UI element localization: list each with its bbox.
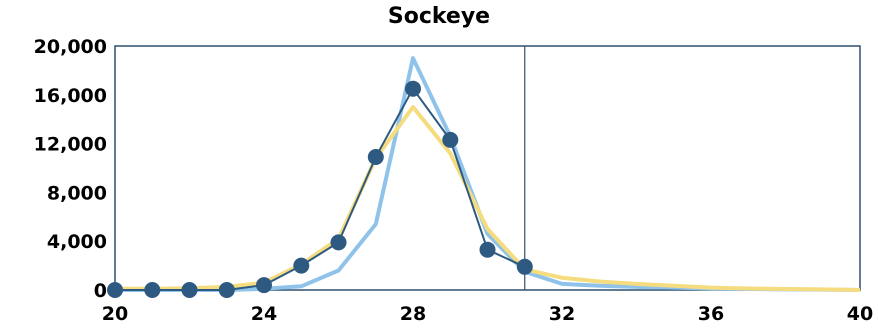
y-tick-label: 8,000 <box>47 182 107 204</box>
y-tick-label: 0 <box>94 280 107 302</box>
y-tick-label: 12,000 <box>34 134 107 156</box>
series-line-2 <box>115 105 861 292</box>
x-tick-label: 40 <box>847 303 873 325</box>
series-layer <box>107 56 861 298</box>
data-point-marker <box>256 277 272 294</box>
data-point-marker <box>479 241 496 258</box>
data-point-marker <box>144 282 161 298</box>
data-point-marker <box>293 257 310 274</box>
y-tick-label: 4,000 <box>47 231 107 253</box>
y-tick-label: 16,000 <box>34 85 107 107</box>
data-point-marker <box>107 282 123 298</box>
x-tick-label: 36 <box>698 303 724 325</box>
plot-frame <box>114 45 861 291</box>
chart-title: Sockeye <box>387 4 491 29</box>
data-point-marker <box>516 258 533 275</box>
data-point-marker <box>181 282 198 298</box>
data-point-marker <box>218 282 235 298</box>
x-tick-label: 28 <box>400 303 426 325</box>
series-line-3 <box>115 87 526 291</box>
x-tick-label: 32 <box>549 303 575 325</box>
x-tick-label: 24 <box>251 303 277 325</box>
data-point-marker <box>330 234 347 251</box>
x-tick-label: 20 <box>102 303 128 325</box>
y-tick-label: 20,000 <box>34 36 107 58</box>
x-axis-ticks: 20 24 28 32 36 40 <box>102 303 873 325</box>
data-point-marker <box>442 131 459 148</box>
y-axis-ticks: 0 4,000 8,000 12,000 16,000 20,000 <box>34 36 107 302</box>
data-point-marker <box>405 80 421 97</box>
data-point-marker <box>367 149 384 165</box>
